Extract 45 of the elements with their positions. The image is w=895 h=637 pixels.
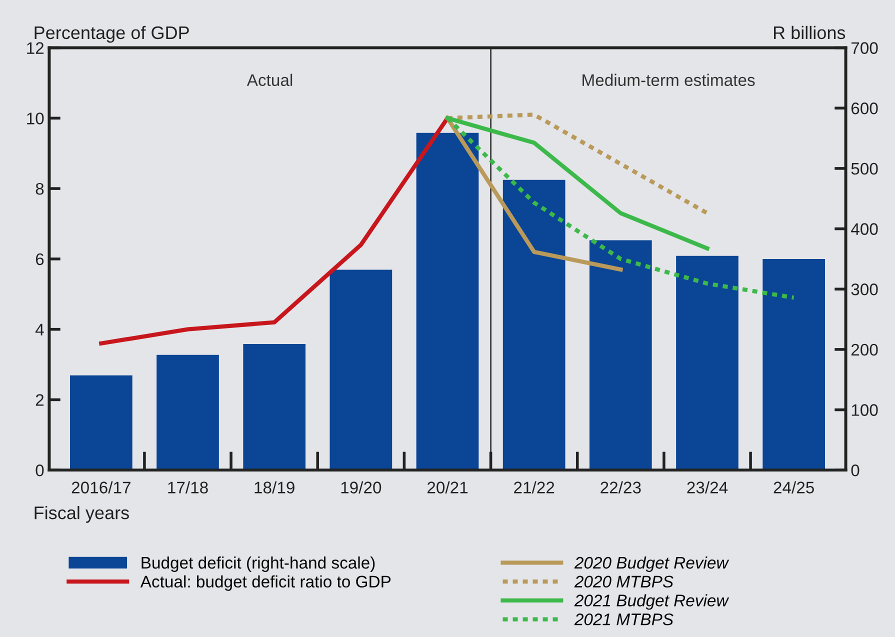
x-tick-label: 21/22 [514, 481, 554, 494]
bar [243, 344, 306, 470]
legend-label: 2020 Budget Review [574, 556, 730, 572]
y-tick-label: 10 [27, 112, 44, 124]
legend-label: 2020 MTBPS [574, 576, 674, 588]
x-tick-label: 22/23 [600, 481, 641, 494]
bar [330, 270, 392, 470]
y2-tick-label: 600 [851, 102, 878, 114]
x-axis-title: Fiscal years [34, 506, 129, 523]
y2-tick-label: 100 [852, 404, 878, 416]
legend-label: 2021 Budget Review [574, 594, 730, 610]
bar [762, 258, 825, 470]
y-axis-title: Percentage of GDP [34, 26, 189, 43]
y2-axis-title: R billions [774, 26, 846, 40]
y2-tick-label: 200 [851, 344, 878, 356]
y-tick-label: 6 [36, 253, 44, 266]
y2-tick-label: 300 [851, 284, 878, 296]
y-tick-label: 12 [27, 42, 44, 54]
bar [156, 354, 219, 470]
legend-label: 2021 MTBPS [574, 614, 674, 626]
y2-tick-label: 0 [851, 464, 860, 476]
x-tick-label: 17/18 [168, 481, 208, 494]
y-tick-label: 2 [36, 394, 44, 406]
y2-tick-label: 400 [851, 223, 878, 235]
y-tick-label: 0 [36, 464, 44, 476]
x-tick-label: 20/21 [427, 481, 468, 494]
x-tick-label: 19/20 [341, 481, 382, 494]
x-tick-label: 2016/17 [72, 481, 130, 494]
bar [589, 240, 652, 470]
line-series [99, 116, 450, 346]
x-tick-label: 23/24 [687, 481, 728, 494]
y-tick-label: 4 [35, 324, 44, 336]
bar [416, 132, 479, 470]
legend-label: Actual: budget deficit ratio to GDP [140, 575, 391, 591]
annotation: Actual [246, 74, 292, 86]
bar [676, 256, 738, 470]
annotation: Medium-term estimates [582, 74, 755, 86]
y2-tick-label: 500 [851, 162, 878, 175]
x-tick-label: 24/25 [774, 481, 814, 494]
bar [502, 180, 566, 470]
y-tick-label: 8 [36, 182, 44, 195]
x-tick-label: 18/19 [254, 481, 294, 494]
bar [70, 375, 132, 470]
legend-label: Budget deficit (right-hand scale) [142, 556, 375, 572]
y2-tick-label: 700 [851, 42, 878, 54]
